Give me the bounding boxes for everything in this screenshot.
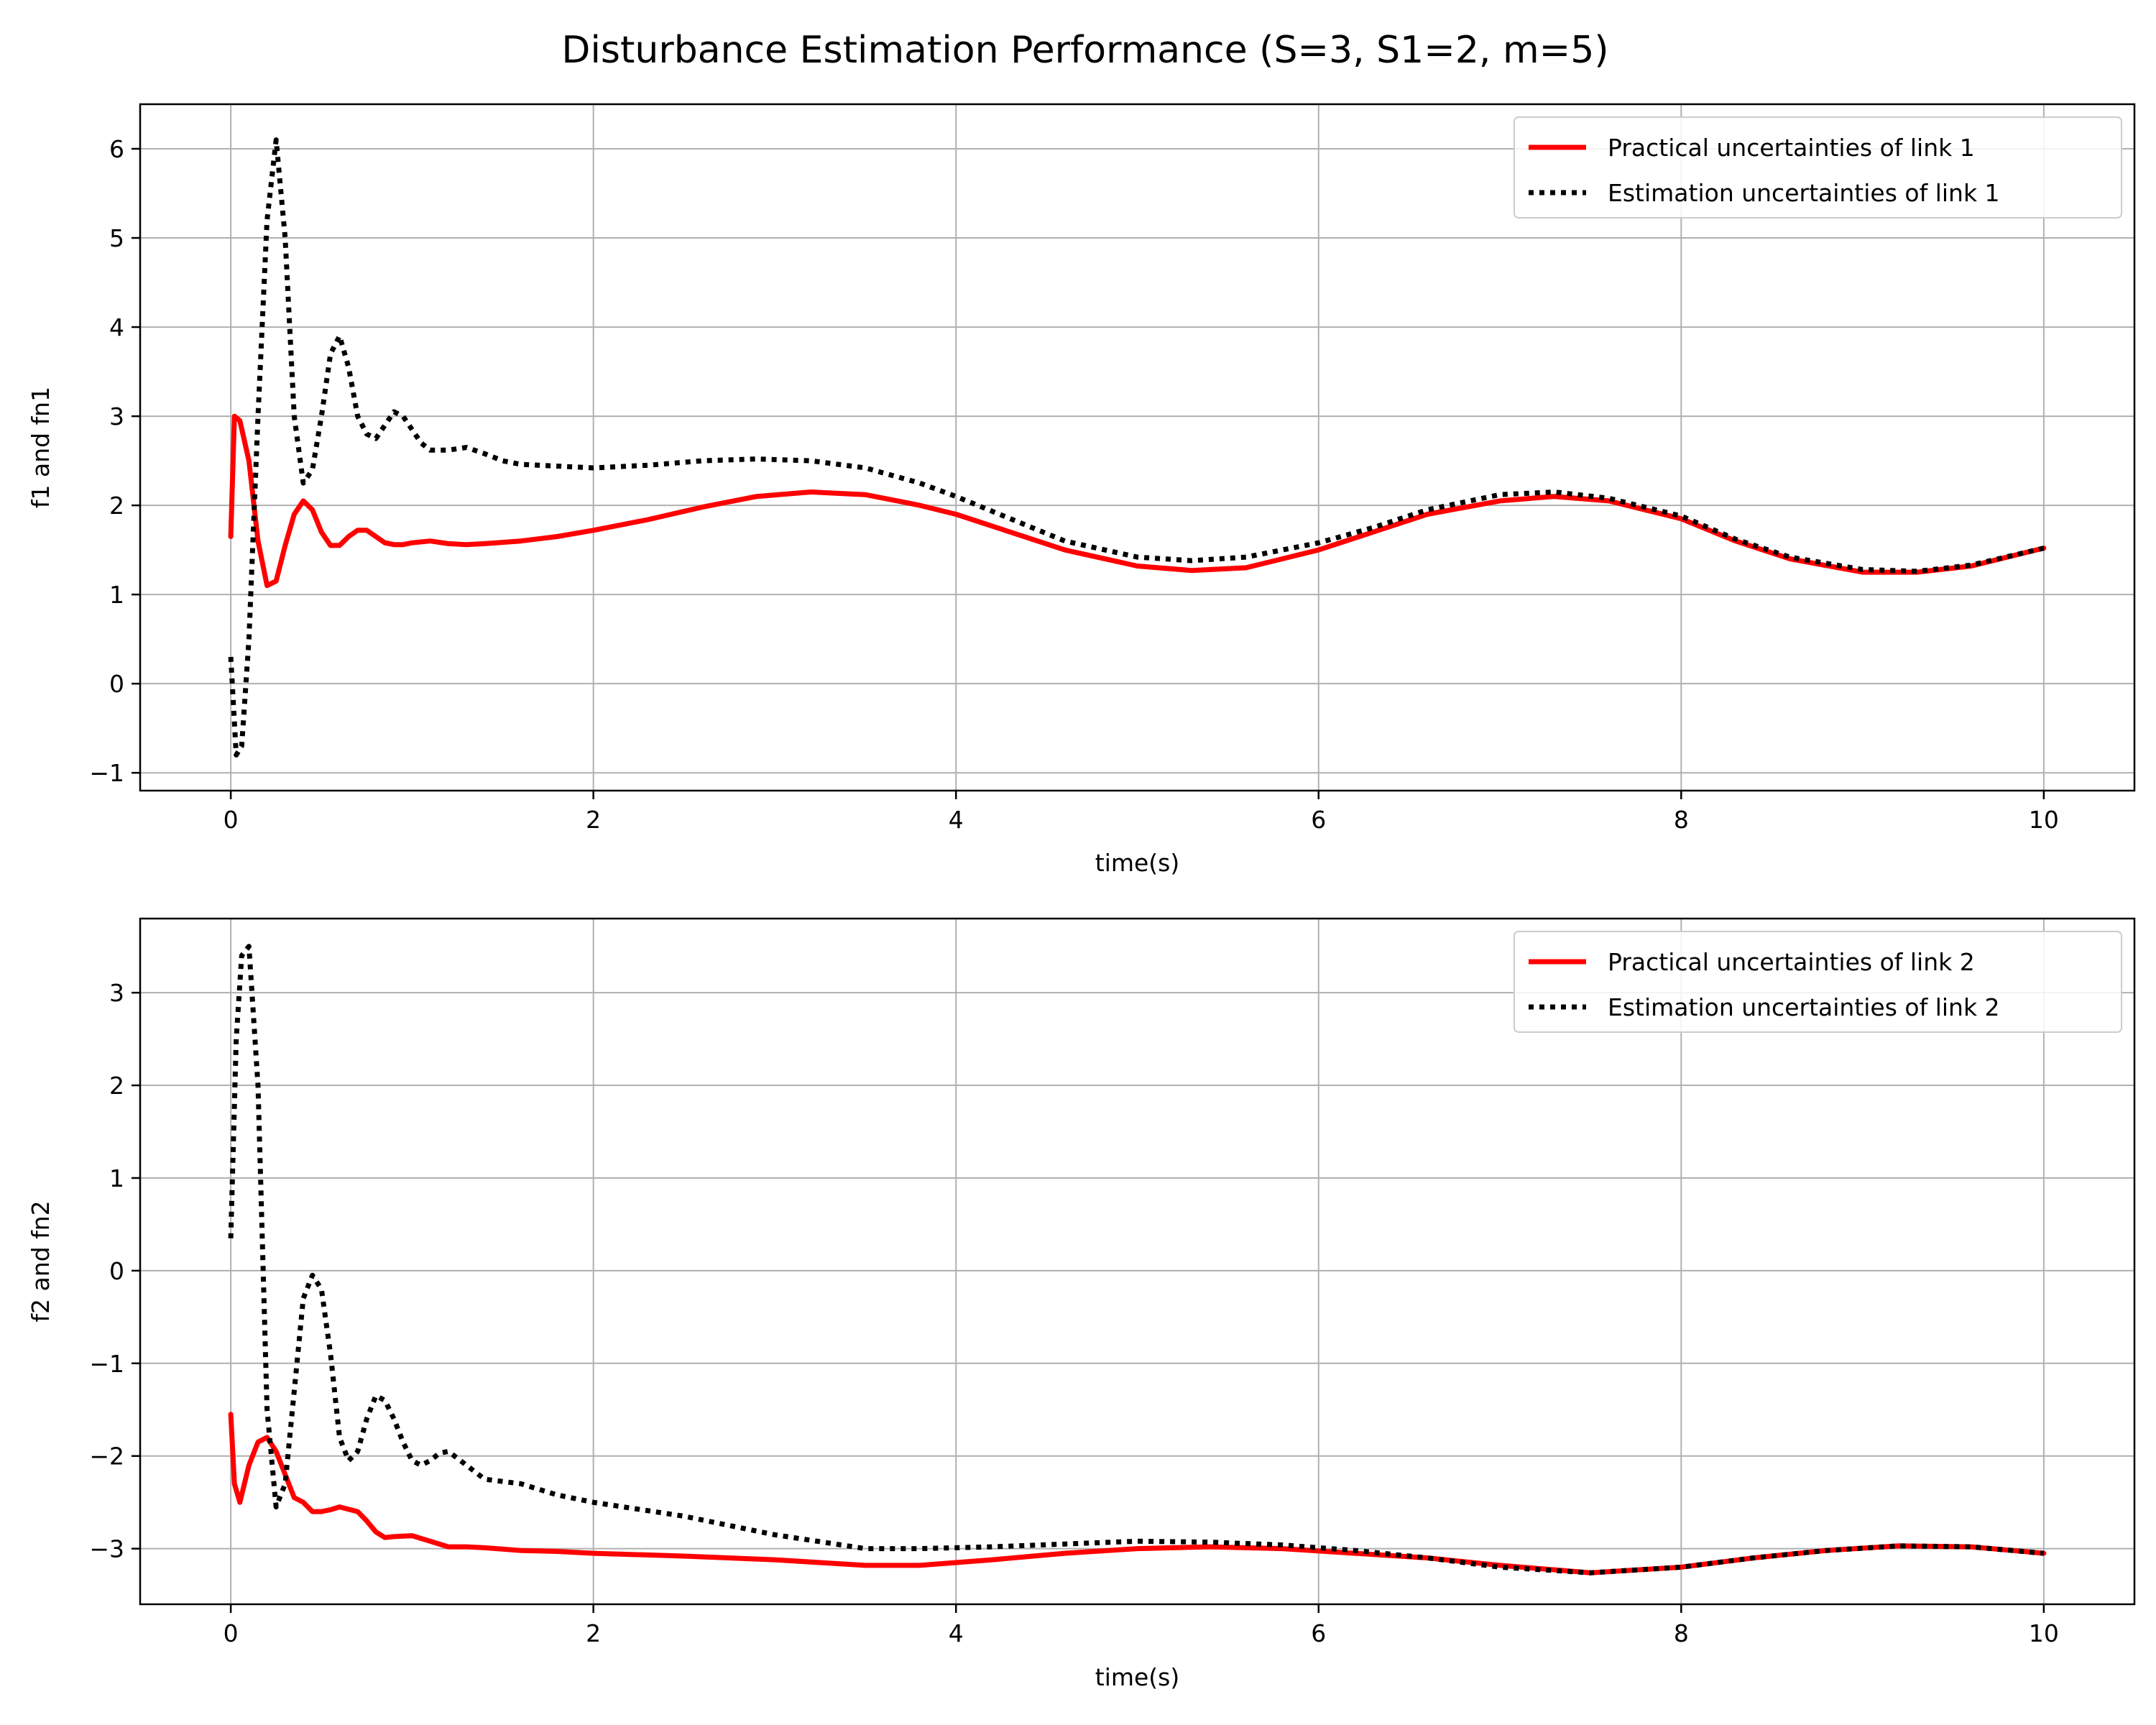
x-tick-label: 4 [949,806,964,834]
x-tick-label: 10 [2029,1619,2059,1647]
y-tick-label: 2 [109,1072,124,1100]
x-tick-label: 8 [1674,1619,1689,1647]
x-axis-label: time(s) [1095,1663,1180,1691]
x-tick-label: 2 [586,1619,601,1647]
y-tick-label: 1 [109,1164,124,1192]
axes-frame [139,917,2136,1606]
x-axis-label: time(s) [1095,849,1180,877]
legend-label: Estimation uncertainties of link 1 [1608,179,2000,207]
y-tick-label: 4 [109,313,124,341]
x-tick-label: 2 [586,806,601,834]
bottom-subplot: 0 2 4 6 8 10 −3 −2 −1 0 1 2 3 time(s) f2 and fn2 Practi… [27,917,2136,1691]
y-tick-label: 1 [109,581,124,609]
x-tick-label: 4 [949,1619,964,1647]
y-tick-label: 2 [109,492,124,520]
y-axis-label: f1 and fn1 [27,387,55,508]
y-tick-label: −2 [89,1443,124,1471]
y-tick-label: 0 [109,1257,124,1285]
y-axis-label: f2 and fn2 [27,1200,55,1322]
axes-frame [139,103,2136,792]
figure-title: Disturbance Estimation Performance (S=3,… [561,29,1608,72]
y-tick-label: −3 [89,1535,124,1563]
top-subplot: 0 2 4 6 8 10 −1 0 1 2 3 4 5 6 time(s) f1 and fn1 Practic… [27,103,2136,877]
x-tick-label: 8 [1674,806,1689,834]
practical-series-line [228,413,2047,589]
estimation-series-line [228,944,2045,1576]
y-tick-label: 5 [109,224,124,252]
legend-label: Estimation uncertainties of link 2 [1608,993,2000,1021]
y-tick-label: 6 [109,135,124,163]
legend-label: Practical uncertainties of link 1 [1608,134,1975,162]
y-tick-label: 3 [109,402,124,431]
estimation-series-line [228,137,2045,758]
y-tick-label: 0 [109,670,124,698]
legend: Practical uncertainties of link 1 Estimat… [1514,116,2122,218]
legend-box [1514,931,2122,1033]
x-tick-label: 0 [224,1619,239,1647]
legend: Practical uncertainties of link 2 Estimat… [1514,931,2122,1033]
x-tick-label: 6 [1311,806,1326,834]
legend-label: Practical uncertainties of link 2 [1608,948,1975,976]
x-tick-label: 10 [2029,806,2059,834]
legend-box [1514,116,2122,218]
y-tick-label: 3 [109,979,124,1007]
x-tick-label: 0 [224,806,239,834]
y-tick-label: −1 [89,1350,124,1378]
y-tick-label: −1 [89,759,124,787]
x-tick-label: 6 [1311,1619,1326,1647]
